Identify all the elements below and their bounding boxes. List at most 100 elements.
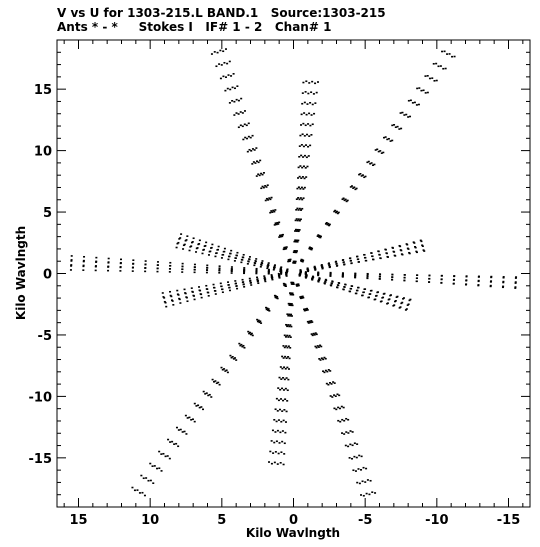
uv-point xyxy=(206,267,209,269)
uv-point xyxy=(297,230,300,233)
uv-point xyxy=(255,147,258,149)
uv-point xyxy=(352,469,355,472)
uv-point xyxy=(285,275,288,277)
uv-point xyxy=(181,268,184,271)
uv-point xyxy=(280,420,283,423)
uv-point xyxy=(219,77,222,80)
uv-point xyxy=(361,294,364,297)
uv-point xyxy=(243,110,246,112)
uv-point xyxy=(271,278,274,281)
uv-point xyxy=(254,262,257,265)
uv-point xyxy=(265,197,268,200)
uv-point xyxy=(246,137,249,140)
uv-point xyxy=(335,210,338,213)
uv-point xyxy=(283,409,286,411)
uv-point xyxy=(230,272,233,274)
uv-point xyxy=(362,291,365,294)
uv-point xyxy=(183,288,186,291)
uv-point xyxy=(339,420,342,423)
uv-point xyxy=(256,276,259,279)
uv-point xyxy=(304,91,307,93)
plot-frame xyxy=(56,39,531,508)
uv-point xyxy=(204,244,207,247)
uv-point xyxy=(370,252,373,254)
uv-point xyxy=(396,125,399,128)
uv-point xyxy=(188,416,191,419)
uv-point xyxy=(243,270,246,273)
uv-point xyxy=(287,324,290,326)
uv-point xyxy=(294,251,297,254)
uv-point xyxy=(249,331,252,334)
uv-point xyxy=(283,442,286,445)
uv-point xyxy=(341,272,344,274)
uv-point xyxy=(196,247,199,249)
uv-point xyxy=(415,250,418,253)
uv-point xyxy=(291,292,294,295)
uv-point xyxy=(270,210,273,212)
uv-point xyxy=(364,175,367,178)
uv-point xyxy=(356,443,359,445)
uv-point xyxy=(367,296,370,299)
uv-point xyxy=(344,283,347,286)
uv-point xyxy=(211,243,214,246)
uv-point xyxy=(257,173,260,176)
uv-point xyxy=(393,251,396,253)
uv-point xyxy=(236,85,239,87)
uv-point xyxy=(300,154,303,157)
uv-point xyxy=(171,440,174,443)
uv-point xyxy=(224,89,227,92)
uv-point xyxy=(361,480,364,483)
uv-point xyxy=(228,289,231,292)
uv-point xyxy=(218,269,221,272)
uv-point xyxy=(308,82,311,84)
uv-point xyxy=(277,387,280,389)
uv-point xyxy=(420,89,423,92)
uv-point xyxy=(311,278,314,281)
uv-point xyxy=(435,79,438,82)
uv-point xyxy=(300,295,303,298)
uv-point xyxy=(304,272,307,275)
uv-point xyxy=(285,247,288,250)
y-tick-label: -15 xyxy=(29,452,53,467)
uv-point xyxy=(298,229,301,231)
uv-point xyxy=(175,426,178,429)
uv-point xyxy=(355,187,358,190)
uv-point xyxy=(380,152,383,154)
uv-point xyxy=(241,112,244,114)
uv-point xyxy=(338,394,341,397)
uv-point xyxy=(398,128,401,130)
uv-point xyxy=(308,320,311,323)
uv-point xyxy=(379,150,382,152)
uv-point xyxy=(213,380,216,383)
uv-point xyxy=(221,288,224,291)
uv-point xyxy=(185,239,188,241)
uv-point xyxy=(179,428,182,431)
uv-point xyxy=(290,303,293,305)
uv-point xyxy=(210,246,213,249)
uv-point xyxy=(321,265,324,268)
uv-point xyxy=(371,491,374,493)
uv-point xyxy=(360,469,363,471)
uv-point xyxy=(233,87,236,90)
uv-point xyxy=(198,243,201,245)
uv-point xyxy=(206,269,209,272)
data-points xyxy=(69,48,518,497)
uv-point xyxy=(369,290,372,292)
uv-point xyxy=(408,252,411,255)
uv-point xyxy=(415,251,418,254)
uv-point xyxy=(234,257,237,259)
uv-point xyxy=(358,482,361,485)
uv-point xyxy=(379,257,382,260)
uv-point xyxy=(324,223,327,225)
x-tick-label: 15 xyxy=(69,513,87,528)
uv-point xyxy=(248,332,251,335)
uv-point xyxy=(386,256,389,258)
uv-point xyxy=(286,366,289,369)
uv-point xyxy=(289,260,292,262)
uv-point xyxy=(304,124,307,127)
uv-point xyxy=(343,419,346,422)
uv-point xyxy=(283,366,286,369)
uv-point xyxy=(415,104,418,106)
uv-point xyxy=(209,250,212,253)
uv-point xyxy=(186,235,189,237)
